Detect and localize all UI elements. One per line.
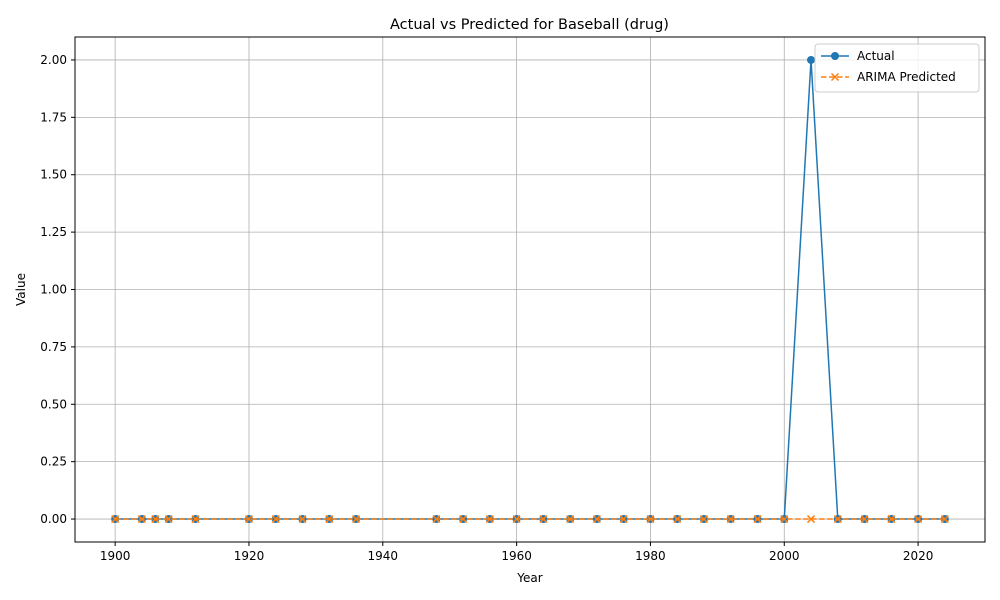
legend-label: ARIMA Predicted: [857, 70, 956, 84]
data-point: [833, 515, 842, 524]
data-point: [164, 515, 173, 524]
y-tick-label: 0.25: [40, 455, 67, 469]
y-tick-label: 1.50: [40, 168, 67, 182]
data-point: [244, 515, 254, 524]
legend-box: [814, 43, 980, 93]
x-axis: 1900 1920 1940 1960 1980 2000 2020: [100, 542, 933, 563]
legend-marker: [831, 52, 839, 60]
x-tick-label: 1980: [635, 549, 666, 563]
legend-label: Actual: [857, 49, 895, 63]
data-point: [806, 515, 816, 524]
x-tick-label: 1900: [100, 549, 131, 563]
data-point: [432, 515, 441, 524]
data-point: [780, 515, 789, 524]
series-arima-predicted: [111, 515, 949, 524]
y-axis: 0.00 0.25 0.50 0.75 1.00 1.25 1.50 1.75 2.00: [40, 53, 75, 526]
x-tick-label: 1960: [501, 549, 532, 563]
data-point: [485, 515, 494, 524]
data-point: [298, 515, 307, 524]
data-point: [351, 515, 361, 524]
data-point: [807, 55, 816, 64]
data-point: [271, 515, 280, 524]
x-tick-label: 1920: [234, 549, 265, 563]
x-tick-label: 2020: [903, 549, 934, 563]
data-point: [191, 515, 200, 524]
data-point: [512, 515, 521, 524]
y-tick-label: 1.25: [40, 225, 67, 239]
data-point: [914, 515, 923, 524]
data-point: [619, 515, 628, 524]
data-point: [325, 515, 334, 524]
y-tick-label: 1.75: [40, 110, 67, 124]
data-point: [111, 515, 120, 524]
data-point: [151, 515, 160, 524]
y-tick-label: 1.00: [40, 283, 67, 297]
data-point: [646, 515, 655, 524]
data-point: [726, 515, 735, 524]
data-point: [673, 515, 682, 524]
data-point: [860, 515, 869, 524]
data-point: [566, 515, 575, 524]
y-axis-label: Value: [14, 273, 28, 306]
chart-title: Actual vs Predicted for Baseball (drug): [390, 17, 669, 33]
data-point: [137, 515, 146, 524]
data-point: [539, 515, 548, 524]
x-tick-label: 1940: [368, 549, 399, 563]
x-tick-label: 2000: [769, 549, 800, 563]
y-tick-label: 2.00: [40, 53, 67, 67]
data-point: [940, 515, 949, 524]
data-point: [459, 515, 468, 524]
data-point: [592, 515, 601, 524]
legend: Actual ARIMA Predicted: [814, 43, 980, 93]
series-layer: [111, 55, 949, 524]
y-tick-label: 0.75: [40, 340, 67, 354]
data-point: [753, 515, 762, 524]
x-axis-label: Year: [516, 571, 542, 585]
data-point: [699, 515, 709, 524]
data-point: [887, 515, 896, 524]
legend-marker: [830, 72, 840, 82]
y-tick-label: 0.50: [40, 397, 67, 411]
y-tick-label: 0.00: [40, 512, 67, 526]
